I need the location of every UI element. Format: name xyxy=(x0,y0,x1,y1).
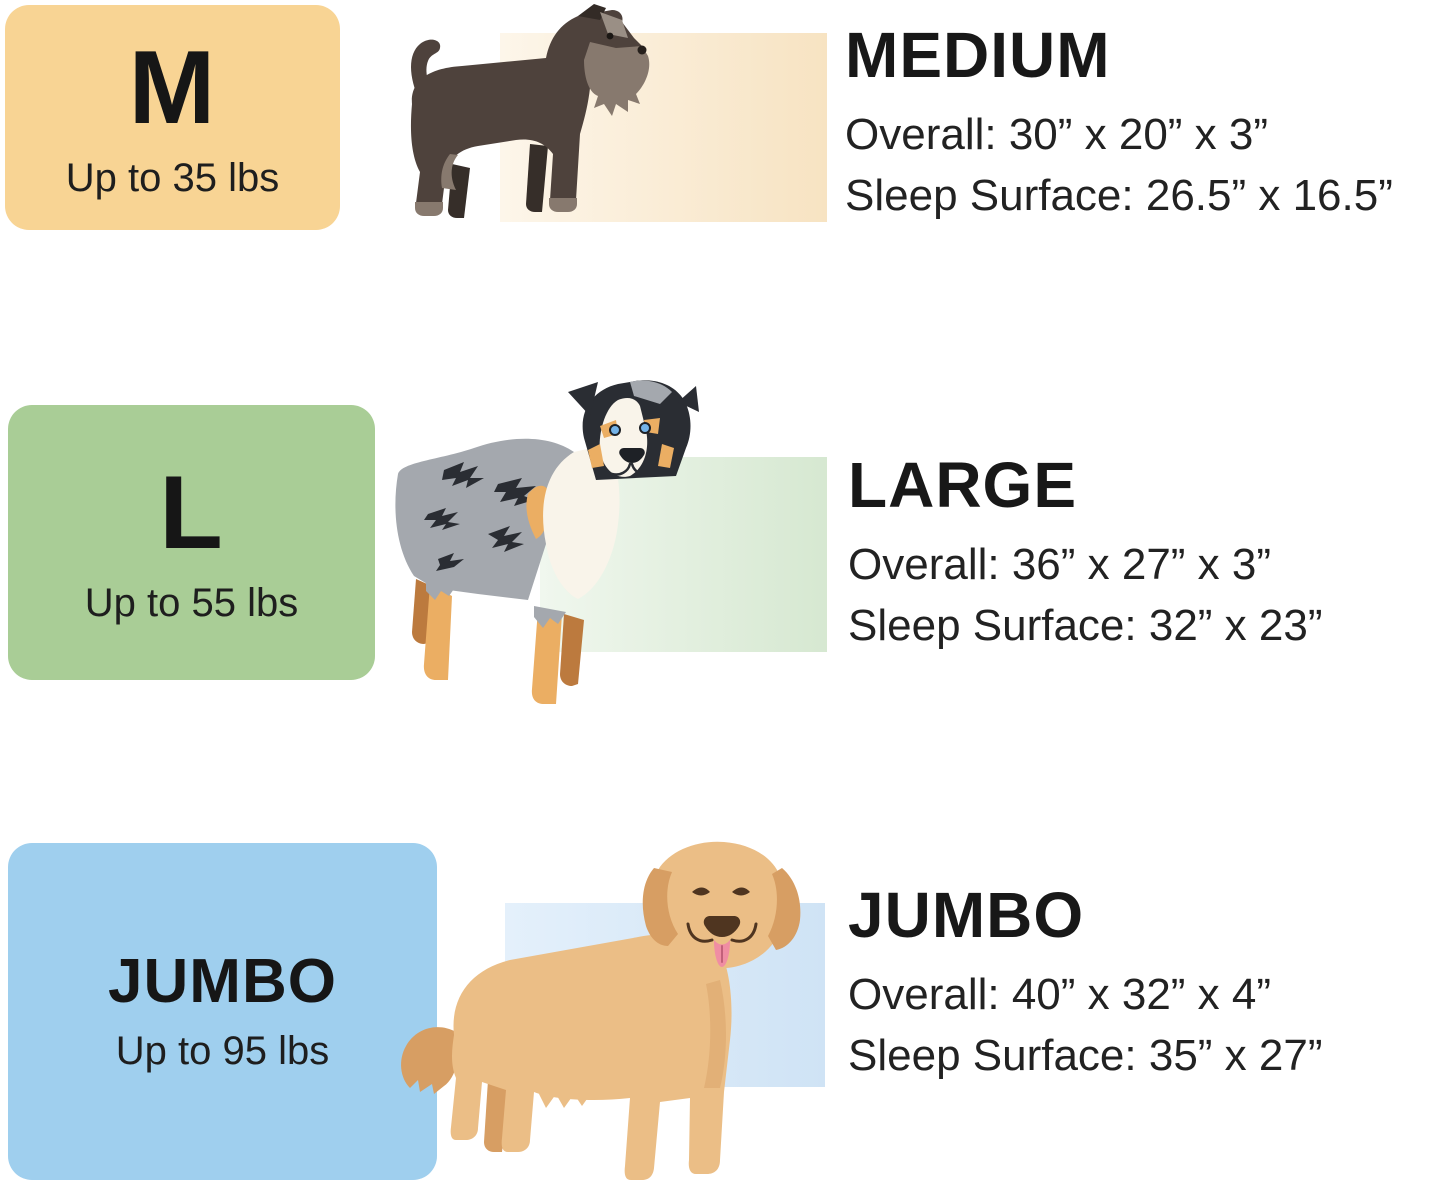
size-info-medium: MEDIUM Overall: 30” x 20” x 3” Sleep Sur… xyxy=(845,19,1393,227)
size-info-jumbo: JUMBO Overall: 40” x 32” x 4” Sleep Surf… xyxy=(848,879,1323,1087)
dog-eye xyxy=(692,887,710,896)
dog-ear xyxy=(678,386,699,412)
sleep-surface-medium: Sleep Surface: 26.5” x 16.5” xyxy=(845,170,1393,220)
size-card-jumbo: JUMBO Up to 95 lbs xyxy=(8,843,437,1180)
australian-shepherd-dog-illustration xyxy=(395,380,699,704)
dog-body xyxy=(450,934,732,1180)
size-card-medium: M Up to 35 lbs xyxy=(5,5,340,230)
dog-eye xyxy=(732,887,750,896)
size-weight-large: Up to 55 lbs xyxy=(84,580,299,625)
overall-dimensions-jumbo: Overall: 40” x 32” x 4” xyxy=(848,970,1272,1020)
dog-ear xyxy=(578,4,606,20)
dog-eye xyxy=(609,424,621,436)
size-weight-jumbo: Up to 95 lbs xyxy=(115,1028,330,1073)
size-card-large: L Up to 55 lbs xyxy=(8,405,375,680)
sleep-surface-large: Sleep Surface: 32” x 23” xyxy=(848,600,1323,650)
size-title-jumbo: JUMBO xyxy=(848,879,1085,951)
dog-chest xyxy=(543,444,620,599)
dog-nose xyxy=(619,448,645,463)
dog-ear xyxy=(642,868,678,946)
size-code-jumbo: JUMBO xyxy=(108,946,337,1016)
dog-ear xyxy=(568,382,598,416)
size-title-medium: MEDIUM xyxy=(845,19,1111,91)
size-code-large: L xyxy=(159,454,224,571)
size-info-large: LARGE Overall: 36” x 27” x 3” Sleep Surf… xyxy=(848,449,1323,657)
size-weight-medium: Up to 35 lbs xyxy=(65,155,280,200)
dog-beard xyxy=(584,42,650,116)
dog-tail xyxy=(401,1027,459,1094)
dog-eye xyxy=(639,422,651,434)
sleep-surface-jumbo: Sleep Surface: 35” x 27” xyxy=(848,1030,1323,1080)
size-title-large: LARGE xyxy=(848,449,1077,521)
dog-ear xyxy=(768,868,801,950)
overall-dimensions-large: Overall: 36” x 27” x 3” xyxy=(848,540,1272,590)
overall-dimensions-medium: Overall: 30” x 20” x 3” xyxy=(845,110,1269,160)
dog-eye xyxy=(606,32,614,40)
dog-nose xyxy=(703,916,741,937)
size-code-medium: M xyxy=(128,29,217,146)
schnauzer-dog-illustration xyxy=(410,4,650,218)
dog-nose xyxy=(637,45,647,55)
golden-retriever-dog-illustration xyxy=(401,841,801,1180)
